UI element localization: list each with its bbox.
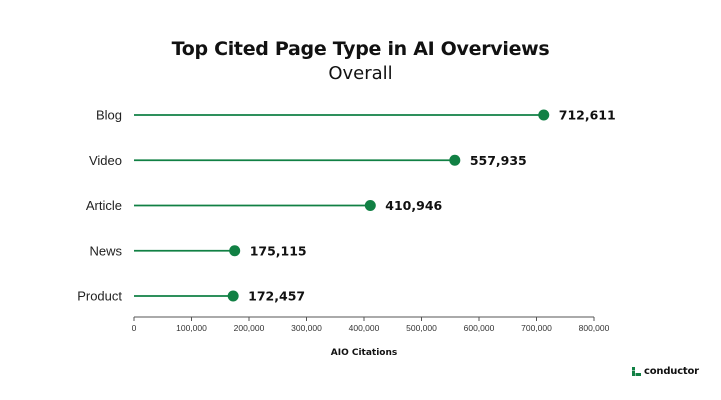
x-tick-label: 200,000 xyxy=(234,323,265,333)
brand-logo: conductor xyxy=(632,366,699,377)
x-tick-label: 100,000 xyxy=(176,323,207,333)
conductor-logo-icon xyxy=(632,367,641,376)
lollipop-dot xyxy=(229,245,241,257)
x-tick-label: 0 xyxy=(132,323,137,333)
category-label: Video xyxy=(89,153,122,168)
lollipop-dot xyxy=(538,109,550,121)
lollipop-dot xyxy=(227,290,239,302)
x-axis-title: AIO Citations xyxy=(331,348,398,358)
value-label: 712,611 xyxy=(559,108,616,123)
brand-name: conductor xyxy=(644,366,699,377)
value-label: 172,457 xyxy=(248,289,305,304)
lollipop-dot xyxy=(449,154,461,166)
x-tick-label: 600,000 xyxy=(464,323,495,333)
category-label: Article xyxy=(86,198,122,213)
x-tick-label: 400,000 xyxy=(349,323,380,333)
value-label: 557,935 xyxy=(470,153,527,168)
x-tick-label: 500,000 xyxy=(406,323,437,333)
x-tick-label: 800,000 xyxy=(579,323,610,333)
chart-subtitle: Overall xyxy=(328,63,393,84)
category-label: Product xyxy=(77,289,122,304)
category-label: News xyxy=(89,243,122,258)
x-tick-label: 300,000 xyxy=(291,323,322,333)
value-label: 175,115 xyxy=(250,243,307,258)
chart-title: Top Cited Page Type in AI Overviews xyxy=(171,38,550,60)
value-label: 410,946 xyxy=(385,198,442,213)
category-label: Blog xyxy=(96,108,122,123)
lollipop-dot xyxy=(364,200,376,211)
x-tick-label: 700,000 xyxy=(521,323,552,333)
